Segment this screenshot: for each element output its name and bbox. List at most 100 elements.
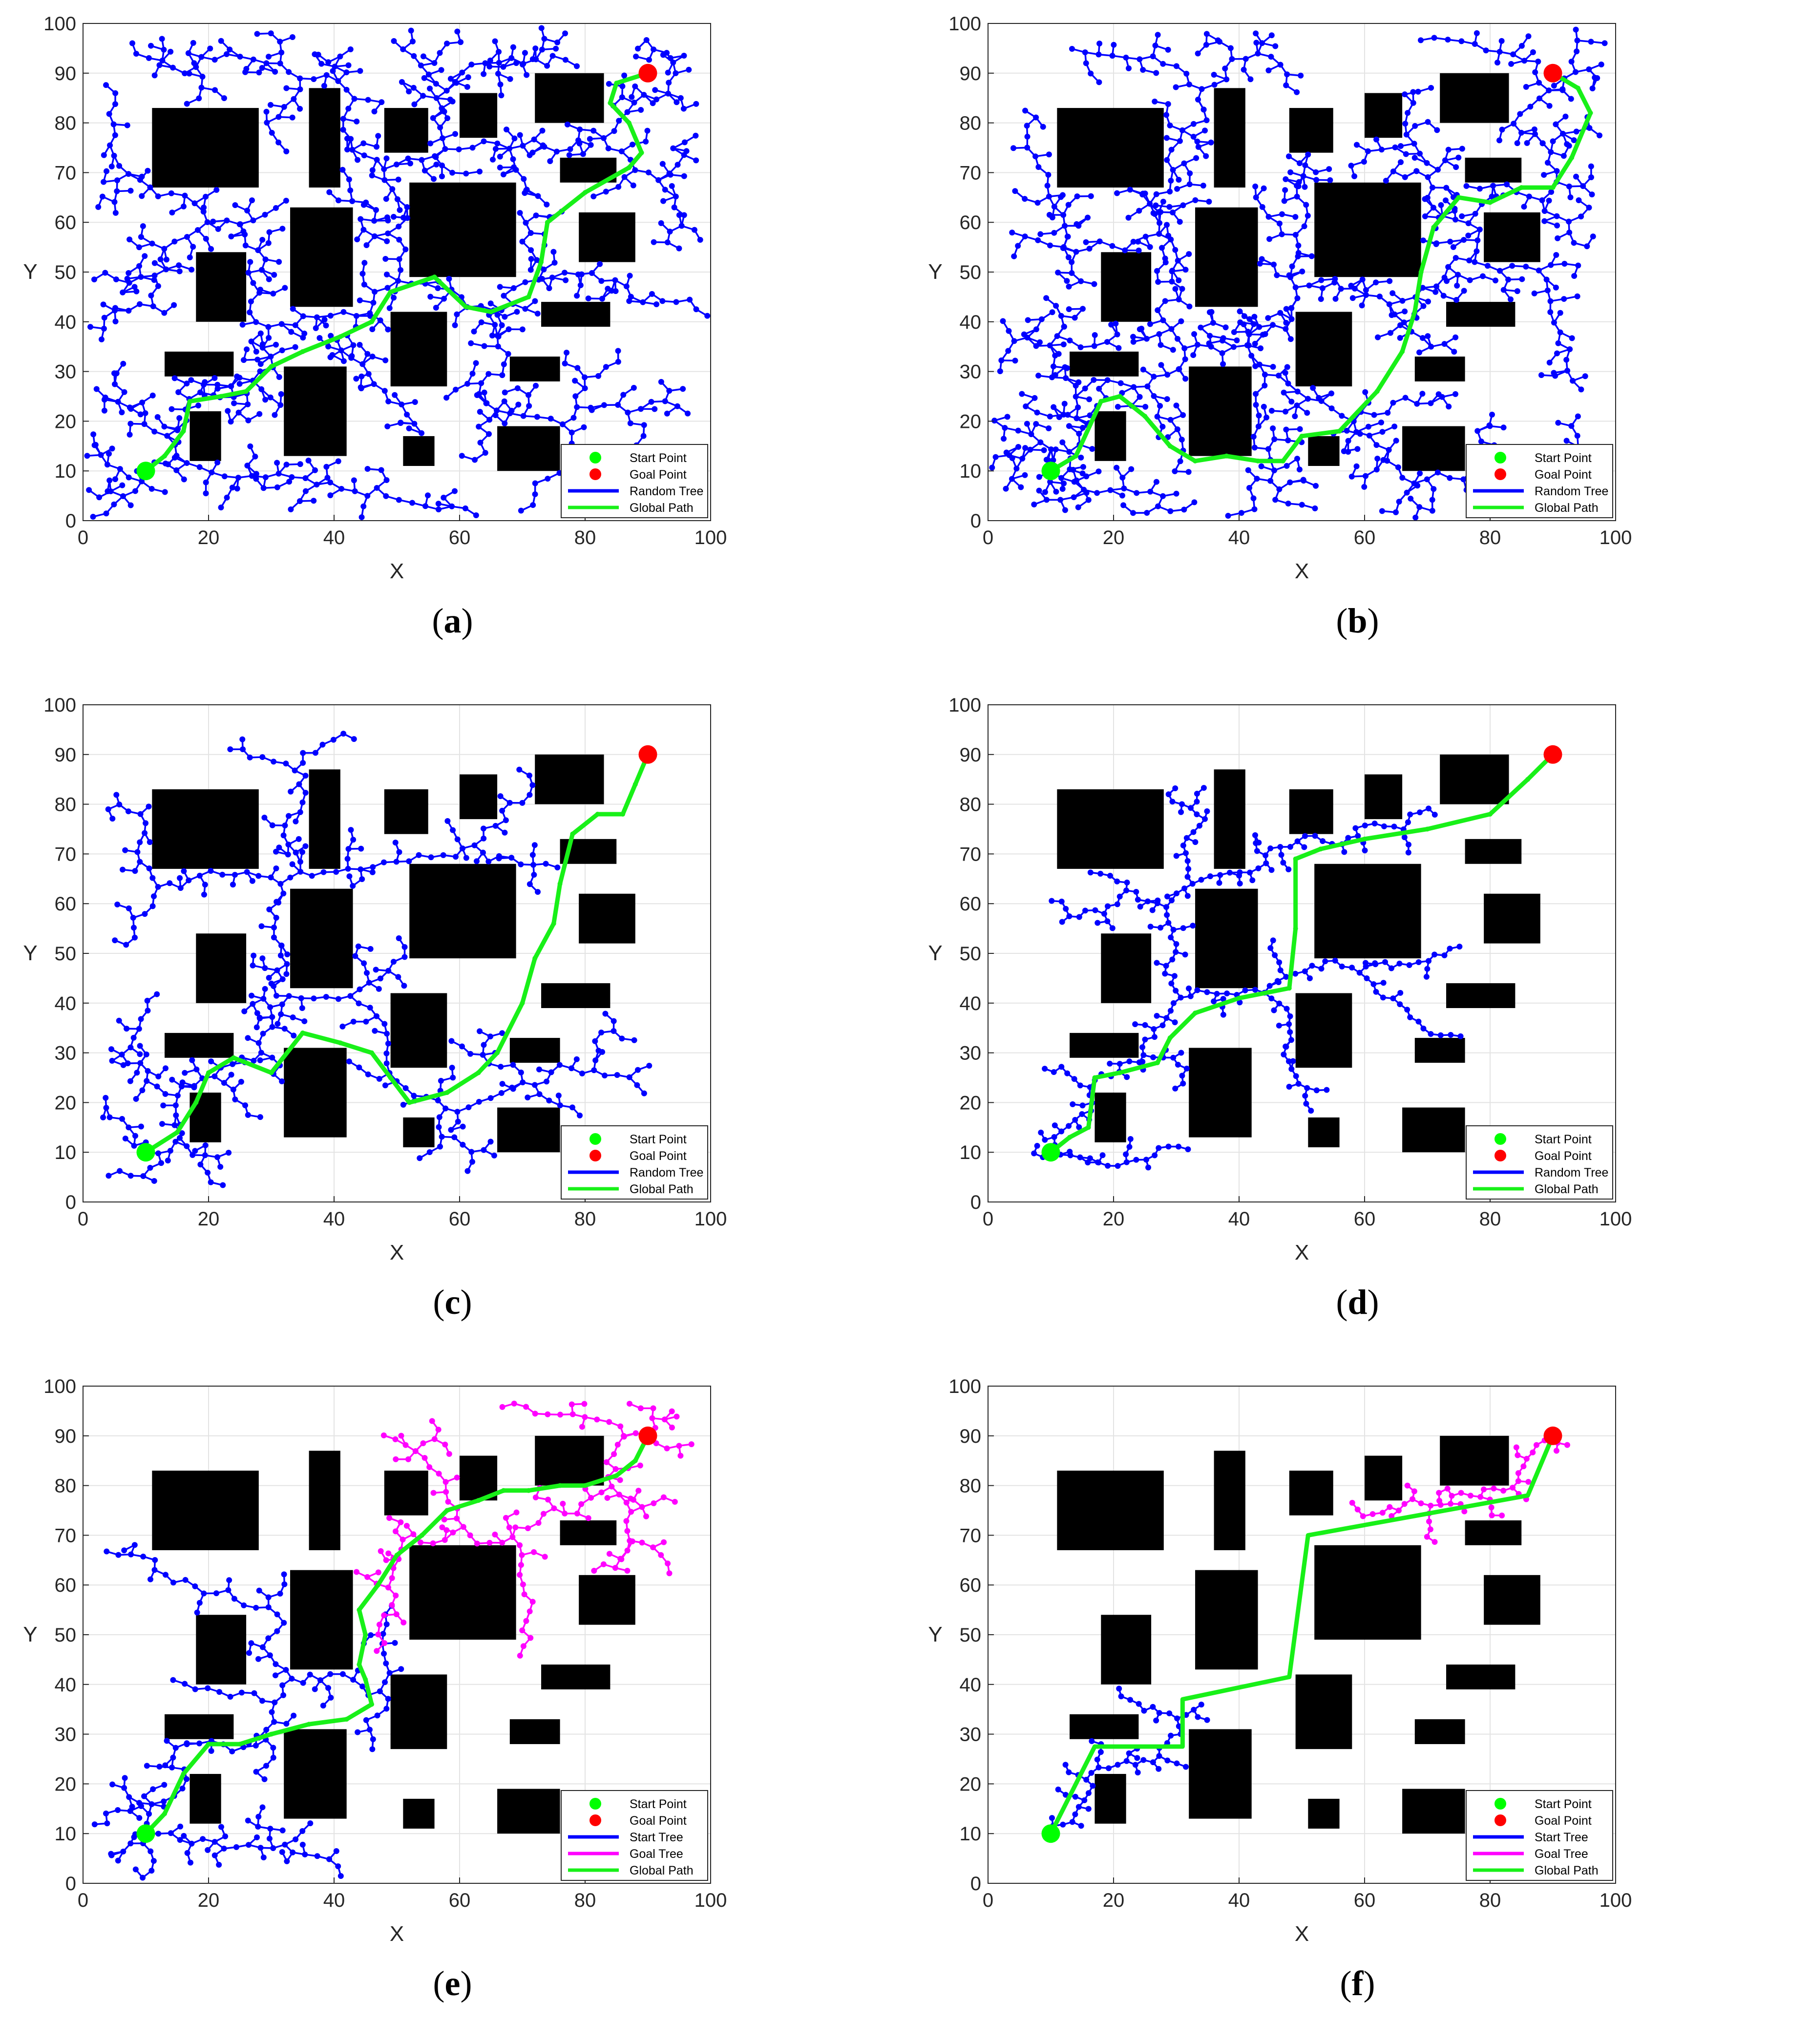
- tree-node: [614, 1072, 620, 1078]
- tree-node: [108, 1046, 114, 1052]
- tree-node: [1263, 331, 1268, 337]
- tree-node: [1272, 43, 1278, 49]
- tree-node: [1402, 121, 1408, 126]
- tree-node: [147, 1165, 153, 1171]
- tree-node: [1062, 223, 1068, 229]
- tree-node: [359, 876, 365, 882]
- tree-node: [350, 883, 356, 889]
- tree-node: [1160, 493, 1166, 499]
- obstacle: [1101, 252, 1151, 322]
- tree-node: [347, 993, 353, 999]
- tree-node: [1413, 168, 1419, 174]
- tree-node: [337, 54, 343, 60]
- tree-node: [1231, 344, 1237, 350]
- tree-node: [1060, 245, 1066, 251]
- tree-node: [1445, 37, 1451, 42]
- tree-node: [266, 906, 272, 912]
- tree-node: [536, 1067, 542, 1073]
- tree-node: [300, 335, 306, 340]
- tree-node: [419, 430, 424, 436]
- tree-node: [258, 331, 264, 337]
- tree-node: [519, 800, 525, 806]
- tree-node: [212, 57, 218, 63]
- tree-node: [168, 49, 173, 55]
- path-waypoint: [175, 1130, 180, 1135]
- tree-node: [1379, 429, 1385, 435]
- tree-node: [230, 485, 235, 490]
- tree-node: [502, 389, 508, 395]
- obstacle: [497, 1108, 560, 1153]
- tree-node: [1473, 211, 1478, 217]
- obstacle: [189, 411, 221, 461]
- tree-node: [257, 1057, 263, 1063]
- tree-node: [1363, 287, 1369, 293]
- path-waypoint: [187, 399, 192, 404]
- tree-node: [244, 346, 250, 352]
- tree-node: [488, 300, 494, 306]
- tree-node: [1497, 49, 1503, 55]
- tree-node: [508, 855, 514, 861]
- tree-node: [177, 269, 183, 274]
- tree-node: [211, 375, 217, 381]
- tree-node: [290, 1014, 296, 1020]
- tree-node: [384, 214, 390, 220]
- tree-node: [1086, 397, 1092, 402]
- tree-node: [192, 200, 198, 206]
- tree-node: [250, 878, 255, 884]
- tree-node: [453, 854, 459, 860]
- tree-node: [271, 934, 277, 940]
- tree-node: [1544, 276, 1550, 282]
- tree-node: [208, 1058, 214, 1064]
- tree-node: [181, 204, 187, 210]
- tree-node: [291, 1033, 296, 1038]
- tree-node: [1530, 49, 1536, 55]
- tree-node: [244, 463, 250, 468]
- tree-node: [1252, 184, 1258, 190]
- tree-node: [208, 868, 214, 874]
- tree-node: [1253, 194, 1259, 200]
- tree-node: [290, 861, 295, 867]
- tree-node: [1123, 55, 1129, 61]
- tree-node: [394, 859, 400, 864]
- tree-node: [1225, 513, 1231, 519]
- tree-node: [257, 1015, 263, 1021]
- tree-node: [611, 1018, 617, 1024]
- tree-node: [444, 115, 450, 121]
- tree-node: [142, 421, 147, 427]
- tree-node: [104, 169, 109, 174]
- tree-node: [692, 227, 697, 233]
- tree-node: [113, 276, 119, 282]
- tree-node: [1387, 301, 1392, 307]
- tree-node: [1172, 247, 1178, 253]
- tree-node: [1137, 56, 1142, 62]
- path-waypoint: [1117, 394, 1122, 399]
- tree-node: [622, 174, 628, 180]
- tree-node: [1460, 476, 1466, 482]
- obstacle: [510, 1038, 560, 1063]
- tree-node: [680, 386, 686, 392]
- tree-node: [436, 1124, 442, 1130]
- tree-node: [168, 406, 174, 412]
- tree-node: [250, 217, 256, 223]
- tree-node: [522, 50, 528, 56]
- tree-node: [548, 416, 554, 421]
- tree-node: [1536, 80, 1542, 85]
- tree-node: [440, 135, 445, 141]
- tree-node: [665, 239, 671, 245]
- tree-node: [354, 236, 360, 242]
- tree-node: [1414, 483, 1420, 488]
- tree-node: [1140, 367, 1146, 373]
- obstacle: [1314, 183, 1421, 277]
- x-tick-label: 60: [449, 527, 471, 548]
- tree-node: [1183, 267, 1189, 273]
- tree-node: [433, 305, 439, 311]
- tree-node: [262, 397, 268, 402]
- tree-node: [399, 79, 405, 85]
- tree-node: [1403, 151, 1409, 157]
- tree-node: [1412, 123, 1418, 129]
- tree-node: [356, 1000, 362, 1006]
- tree-node: [161, 246, 167, 252]
- tree-node: [580, 151, 586, 157]
- tree-node: [269, 1024, 275, 1030]
